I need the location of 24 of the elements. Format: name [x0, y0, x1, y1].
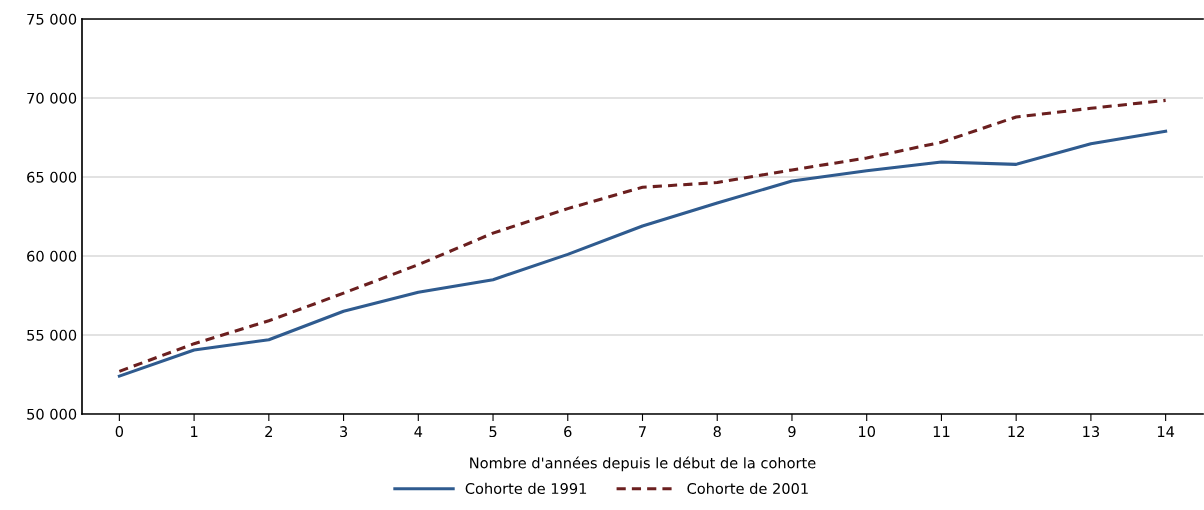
- y-tick-label: 70 000: [27, 92, 77, 104]
- legend-label: Cohorte de 1991: [465, 482, 587, 495]
- x-tick-label: 10: [859, 426, 876, 438]
- legend-label: Cohorte de 2001: [687, 482, 808, 495]
- y-tick-label: 65 000: [27, 171, 77, 183]
- x-tick-label: 0: [115, 426, 124, 438]
- x-tick-label: 14: [1157, 426, 1175, 437]
- x-tick-label: 11: [933, 426, 950, 437]
- y-tick-label: 75 000: [27, 13, 77, 25]
- x-tick-label: 9: [788, 426, 796, 438]
- x-tick-label: 6: [564, 426, 572, 438]
- x-tick-label: 3: [340, 426, 348, 438]
- x-tick-label: 8: [713, 426, 721, 438]
- x-tick-label: 2: [265, 426, 273, 437]
- x-tick-label: 12: [1008, 426, 1024, 437]
- x-tick-label: 4: [414, 426, 423, 437]
- x-tick-label: 5: [489, 426, 497, 438]
- x-tick-label: 13: [1083, 426, 1100, 438]
- y-tick-label: 50 000: [27, 408, 77, 420]
- x-tick-label: 7: [639, 426, 646, 437]
- x-axis-title: Nombre d'années depuis le début de la cohorte: [470, 456, 816, 472]
- y-tick-label: 55 000: [27, 329, 77, 341]
- y-tick-label: 60 000: [27, 250, 77, 262]
- x-tick-label: 1: [191, 426, 198, 437]
